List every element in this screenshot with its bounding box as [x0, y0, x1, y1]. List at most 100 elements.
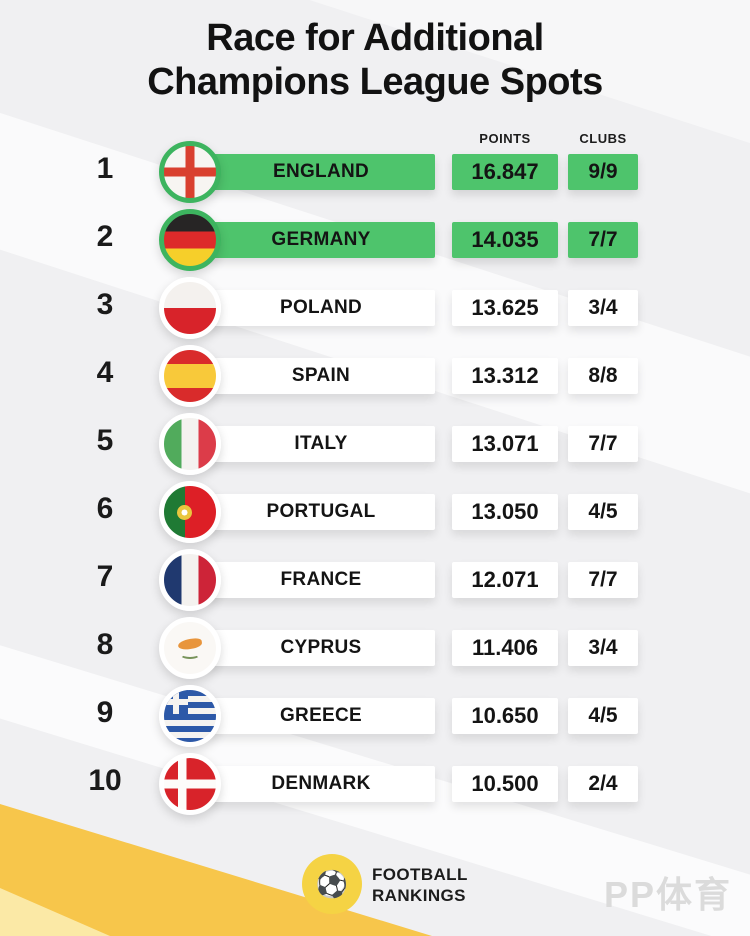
clubs-box: 3/4	[568, 630, 638, 666]
germany-flag-icon	[159, 209, 221, 271]
points-box: 10.500	[452, 766, 558, 802]
cyprus-flag-icon	[159, 617, 221, 679]
clubs-value: 3/4	[588, 636, 618, 659]
table-row: 4 SPAIN 13.312 8/8	[0, 342, 750, 410]
country-label: PORTUGAL	[266, 501, 376, 522]
pp-sports-watermark: PP体育	[603, 874, 732, 915]
points-value: 10.650	[471, 703, 539, 728]
points-value: 14.035	[471, 227, 539, 252]
country-bar: ENGLAND	[207, 154, 435, 190]
clubs-value: 2/4	[588, 772, 618, 795]
clubs-value: 4/5	[588, 500, 618, 523]
points-value: 13.050	[471, 499, 539, 524]
table-row: 5 ITALY 13.071 7/7	[0, 410, 750, 478]
country-bar: SPAIN	[207, 358, 435, 394]
greece-flag-icon	[159, 685, 221, 747]
rank-number: 3	[96, 288, 114, 321]
country-label: ITALY	[294, 433, 348, 454]
corner-accent-wedge	[0, 804, 432, 936]
spain-flag-icon	[159, 345, 221, 407]
clubs-value: 8/8	[588, 364, 618, 387]
clubs-box: 4/5	[568, 494, 638, 530]
country-label: POLAND	[279, 297, 363, 318]
points-box: 10.650	[452, 698, 558, 734]
table-row: 2 GERMANY 14.035 7/7	[0, 206, 750, 274]
country-bar: DENMARK	[207, 766, 435, 802]
country-bar: PORTUGAL	[207, 494, 435, 530]
clubs-box: 9/9	[568, 154, 638, 190]
clubs-box: 7/7	[568, 562, 638, 598]
points-value: 12.071	[471, 567, 539, 592]
clubs-box: 8/8	[568, 358, 638, 394]
table-row: 1 ENGLAND 16.847 9/9	[0, 138, 750, 206]
table-row: 9 GREECE 10.650 4/5	[0, 682, 750, 750]
points-value: 13.071	[471, 431, 539, 456]
poland-flag-icon	[159, 277, 221, 339]
clubs-box: 2/4	[568, 766, 638, 802]
clubs-box: 7/7	[568, 222, 638, 258]
rank-number: 8	[96, 628, 114, 661]
denmark-flag-icon	[159, 753, 221, 815]
table-row: 8 CYPRUS 11.406 3/4	[0, 614, 750, 682]
points-box: 13.071	[452, 426, 558, 462]
clubs-value: 9/9	[588, 160, 618, 183]
clubs-box: 7/7	[568, 426, 638, 462]
page-title-line1: Race for Additional	[206, 17, 544, 59]
country-label: FRANCE	[280, 569, 362, 590]
rank-number: 7	[96, 560, 114, 593]
points-box: 16.847	[452, 154, 558, 190]
england-flag-icon	[159, 141, 221, 203]
portugal-flag-icon	[159, 481, 221, 543]
rank-number: 4	[96, 356, 114, 389]
football-rankings-logo-icon: ⚽	[302, 854, 362, 914]
rank-number: 6	[96, 492, 114, 525]
footer-brand-line1: FOOTBALL	[372, 865, 468, 884]
rank-number: 5	[96, 424, 114, 457]
rank-number: 2	[96, 220, 114, 253]
table-row: 6 PORTUGAL 13.050 4/5	[0, 478, 750, 546]
soccer-ball-icon: ⚽	[315, 868, 349, 899]
footer-brand-text: FOOTBALL RANKINGS	[372, 864, 468, 906]
points-box: 13.312	[452, 358, 558, 394]
points-box: 12.071	[452, 562, 558, 598]
clubs-value: 7/7	[588, 432, 618, 455]
rank-number: 1	[96, 152, 114, 185]
country-bar: GERMANY	[207, 222, 435, 258]
points-box: 11.406	[452, 630, 558, 666]
ranking-list: 1 ENGLAND 16.847 9/9 2 GERMANY 14.035 7/…	[0, 138, 750, 818]
country-label: ENGLAND	[272, 161, 370, 182]
italy-flag-icon	[159, 413, 221, 475]
column-header-clubs: CLUBS	[579, 131, 627, 146]
clubs-box: 3/4	[568, 290, 638, 326]
points-value: 11.406	[471, 635, 539, 660]
country-bar: POLAND	[207, 290, 435, 326]
column-header-points: POINTS	[479, 131, 531, 146]
points-box: 14.035	[452, 222, 558, 258]
country-label: CYPRUS	[280, 637, 362, 658]
clubs-value: 7/7	[588, 568, 618, 591]
country-label: GREECE	[279, 705, 363, 726]
table-row: 3 POLAND 13.625 3/4	[0, 274, 750, 342]
france-flag-icon	[159, 549, 221, 611]
points-value: 16.847	[471, 159, 539, 184]
country-label: DENMARK	[271, 773, 371, 794]
country-bar: GREECE	[207, 698, 435, 734]
country-bar: CYPRUS	[207, 630, 435, 666]
points-value: 10.500	[471, 771, 539, 796]
points-value: 13.625	[471, 295, 539, 320]
table-row: 7 FRANCE 12.071 7/7	[0, 546, 750, 614]
country-bar: ITALY	[207, 426, 435, 462]
page-title: Race for Additional Champions League Spo…	[0, 16, 750, 104]
points-box: 13.050	[452, 494, 558, 530]
country-label: SPAIN	[291, 365, 351, 386]
clubs-value: 7/7	[588, 228, 618, 251]
rank-number: 9	[96, 696, 114, 729]
country-bar: FRANCE	[207, 562, 435, 598]
page-title-line2: Champions League Spots	[147, 61, 603, 103]
country-label: GERMANY	[271, 229, 371, 250]
points-value: 13.312	[471, 363, 539, 388]
clubs-box: 4/5	[568, 698, 638, 734]
clubs-value: 4/5	[588, 704, 618, 727]
footer-brand-line2: RANKINGS	[372, 886, 466, 905]
points-box: 13.625	[452, 290, 558, 326]
